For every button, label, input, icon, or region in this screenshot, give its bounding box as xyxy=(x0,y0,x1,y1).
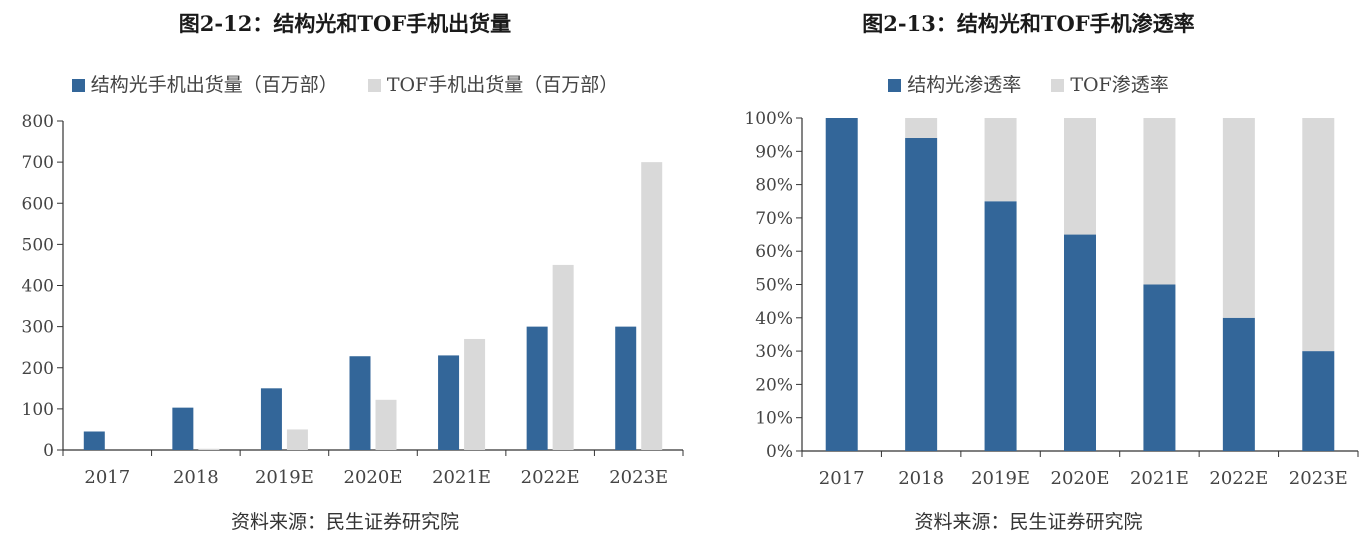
bar-structured-light xyxy=(438,355,460,450)
x-tick-label: 2021E xyxy=(432,467,491,488)
y-tick-label: 0% xyxy=(766,442,793,462)
bar-tof xyxy=(984,118,1017,202)
bar-tof xyxy=(1302,118,1335,352)
legend: 结构光手机出货量（百万部） TOF手机出货量（百万部） xyxy=(0,70,690,97)
bar-tof xyxy=(1143,118,1176,285)
legend-label: 结构光渗透率 xyxy=(907,74,1022,96)
bar-structured-light xyxy=(260,388,282,450)
penetration-stacked-bar-chart: 0% 10% 20% 30% 40% 50% 60% 70% 80% 90% 100% 2017 201… xyxy=(744,109,1359,489)
y-tick-label: 300 xyxy=(22,318,54,338)
bar-structured-light xyxy=(615,326,637,450)
bar-structured-light xyxy=(905,137,938,452)
y-tick-label: 700 xyxy=(22,153,54,173)
y-tick-label: 50% xyxy=(755,276,793,296)
x-tick-label: 2022E xyxy=(1209,468,1268,489)
bar-structured-light xyxy=(1222,317,1255,451)
shipment-chart-panel: 图2-12：结构光和TOF手机出货量 结构光手机出货量（百万部） TOF手机出货… xyxy=(0,11,690,533)
bar-structured-light xyxy=(172,407,194,450)
source-note: 资料来源：民生证券研究院 xyxy=(914,511,1143,533)
legend-label: TOF渗透率 xyxy=(1070,74,1169,96)
y-tick-label: 30% xyxy=(755,342,793,362)
y-tick-label: 200 xyxy=(22,359,54,379)
legend-label: TOF手机出货量（百万部） xyxy=(386,74,619,96)
y-tick-label: 20% xyxy=(755,375,793,395)
bar-structured-light xyxy=(526,326,548,450)
source-note: 资料来源：民生证券研究院 xyxy=(230,511,459,533)
y-tick-label: 10% xyxy=(755,409,793,429)
bar-structured-light xyxy=(1302,351,1335,451)
y-tick-label: 90% xyxy=(755,142,793,162)
x-tick-label: 2018 xyxy=(898,468,944,489)
bar-tof xyxy=(198,448,220,450)
x-tick-label: 2018 xyxy=(173,467,219,488)
x-tick-label: 2020E xyxy=(1051,468,1110,489)
bar-structured-light xyxy=(984,201,1017,451)
bar-tof xyxy=(641,162,663,450)
x-tick-label: 2022E xyxy=(521,467,580,488)
y-tick-label: 40% xyxy=(755,309,793,329)
y-tick-label: 100% xyxy=(744,109,793,129)
chart-title: 图2-13：结构光和TOF手机渗透率 xyxy=(862,11,1195,36)
bar-tof xyxy=(1222,118,1255,318)
y-tick-label: 70% xyxy=(755,209,793,229)
bar-structured-light xyxy=(1064,234,1096,451)
x-tick-label: 2021E xyxy=(1130,468,1189,489)
legend-item-tof: TOF手机出货量（百万部） xyxy=(367,70,619,97)
x-tick-label: 2017 xyxy=(819,468,865,489)
x-tick-label: 2023E xyxy=(1289,468,1348,489)
legend-swatch-structured-light xyxy=(71,79,85,92)
y-tick-label: 80% xyxy=(755,176,793,196)
bar-structured-light xyxy=(825,118,858,451)
bar-tof xyxy=(375,399,397,450)
y-tick-label: 600 xyxy=(22,194,54,214)
bar-tof xyxy=(905,118,938,138)
legend-swatch-tof xyxy=(367,79,381,92)
legend-label: 结构光手机出货量（百万部） xyxy=(90,74,338,96)
bar-tof xyxy=(1064,118,1096,235)
legend-item-structured-light: 结构光渗透率 xyxy=(888,70,1021,97)
legend-item-tof: TOF渗透率 xyxy=(1051,70,1169,97)
x-tick-label: 2017 xyxy=(84,467,130,488)
bar-tof xyxy=(552,264,574,450)
y-tick-label: 60% xyxy=(755,242,793,262)
legend-item-structured-light: 结构光手机出货量（百万部） xyxy=(71,70,338,97)
y-tick-label: 100 xyxy=(22,400,54,420)
x-tick-label: 2019E xyxy=(971,468,1030,489)
bar-tof xyxy=(286,429,308,450)
y-tick-label: 0 xyxy=(43,441,54,461)
y-tick-label: 400 xyxy=(22,277,54,297)
x-tick-label: 2020E xyxy=(344,467,403,488)
x-tick-label: 2023E xyxy=(609,467,668,488)
legend-swatch-structured-light xyxy=(888,79,902,92)
bar-structured-light xyxy=(83,431,105,450)
bar-structured-light xyxy=(349,356,371,450)
chart-title: 图2-12：结构光和TOF手机出货量 xyxy=(178,11,512,36)
legend-swatch-tof xyxy=(1051,79,1065,92)
y-tick-label: 800 xyxy=(22,112,54,132)
penetration-chart-panel: 图2-13：结构光和TOF手机渗透率 结构光渗透率 TOF渗透率 0% 10% 20… xyxy=(690,0,1367,533)
legend: 结构光渗透率 TOF渗透率 xyxy=(690,70,1367,97)
bar-structured-light xyxy=(1143,284,1176,451)
shipment-bar-chart: 0 100 200 300 400 500 600 700 800 2017 2018 2019E 20… xyxy=(22,112,684,488)
bar-tof xyxy=(464,338,486,450)
x-tick-label: 2019E xyxy=(255,467,314,488)
y-tick-label: 500 xyxy=(22,235,54,255)
